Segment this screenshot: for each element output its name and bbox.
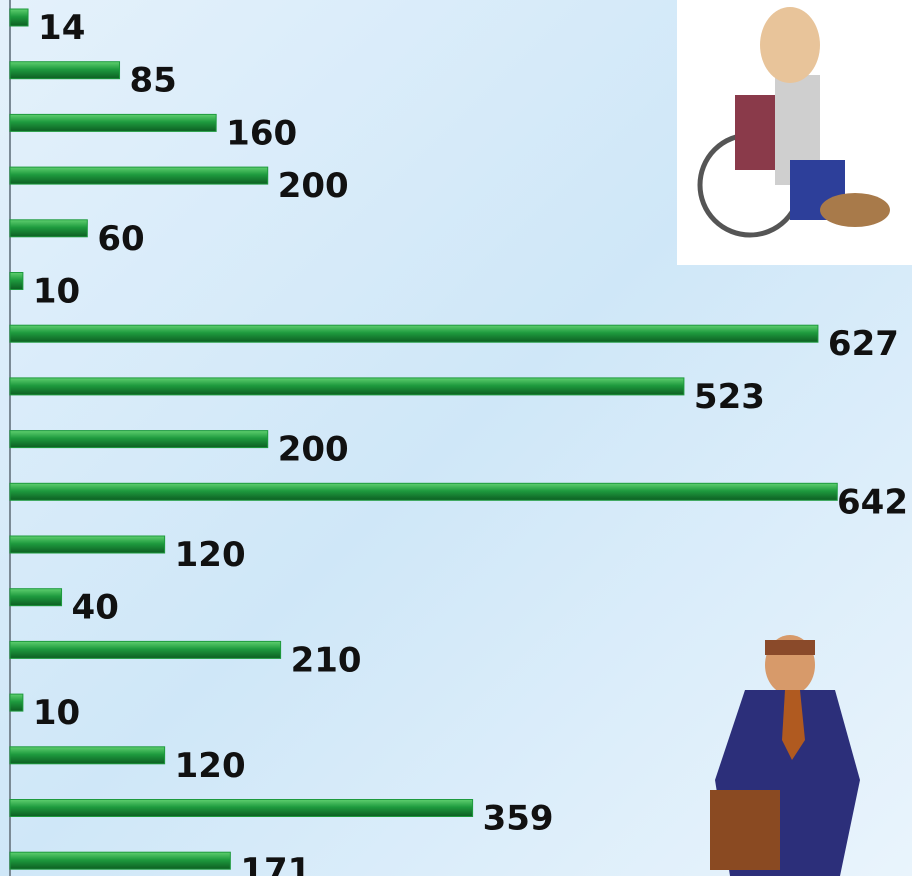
bar (10, 220, 87, 237)
bar (10, 325, 818, 342)
value-label: 359 (483, 799, 554, 839)
value-label: 10 (33, 272, 80, 312)
value-label: 40 (72, 588, 119, 628)
value-label: 60 (97, 219, 144, 259)
illustration-wheelchair (677, 0, 912, 265)
value-label: 14 (38, 8, 85, 48)
bar (10, 641, 281, 658)
value-label: 627 (828, 324, 899, 364)
bar (10, 378, 684, 395)
value-label: 85 (130, 61, 177, 101)
bar (10, 694, 23, 711)
bar (10, 589, 62, 606)
value-label: 171 (240, 851, 311, 876)
value-label: 200 (278, 430, 349, 470)
value-label: 160 (226, 113, 297, 153)
value-label: 120 (175, 746, 246, 786)
bar (10, 9, 28, 26)
chart: 14 85 160 200 60 10 627 523 200 642 120 40 210 10 120 3… (0, 0, 912, 876)
bar (10, 114, 216, 131)
value-label: 10 (33, 693, 80, 733)
bar (10, 431, 268, 448)
value-label: 200 (278, 166, 349, 206)
value-label: 642 (837, 482, 908, 522)
bar (10, 800, 473, 817)
bar (10, 167, 268, 184)
bar (10, 536, 165, 553)
value-label: 210 (291, 640, 362, 680)
bar (10, 62, 120, 79)
bar (10, 852, 230, 869)
value-label: 120 (175, 535, 246, 575)
value-label: 523 (694, 377, 765, 417)
bar (10, 273, 23, 290)
bar (10, 747, 165, 764)
bar (10, 483, 837, 500)
